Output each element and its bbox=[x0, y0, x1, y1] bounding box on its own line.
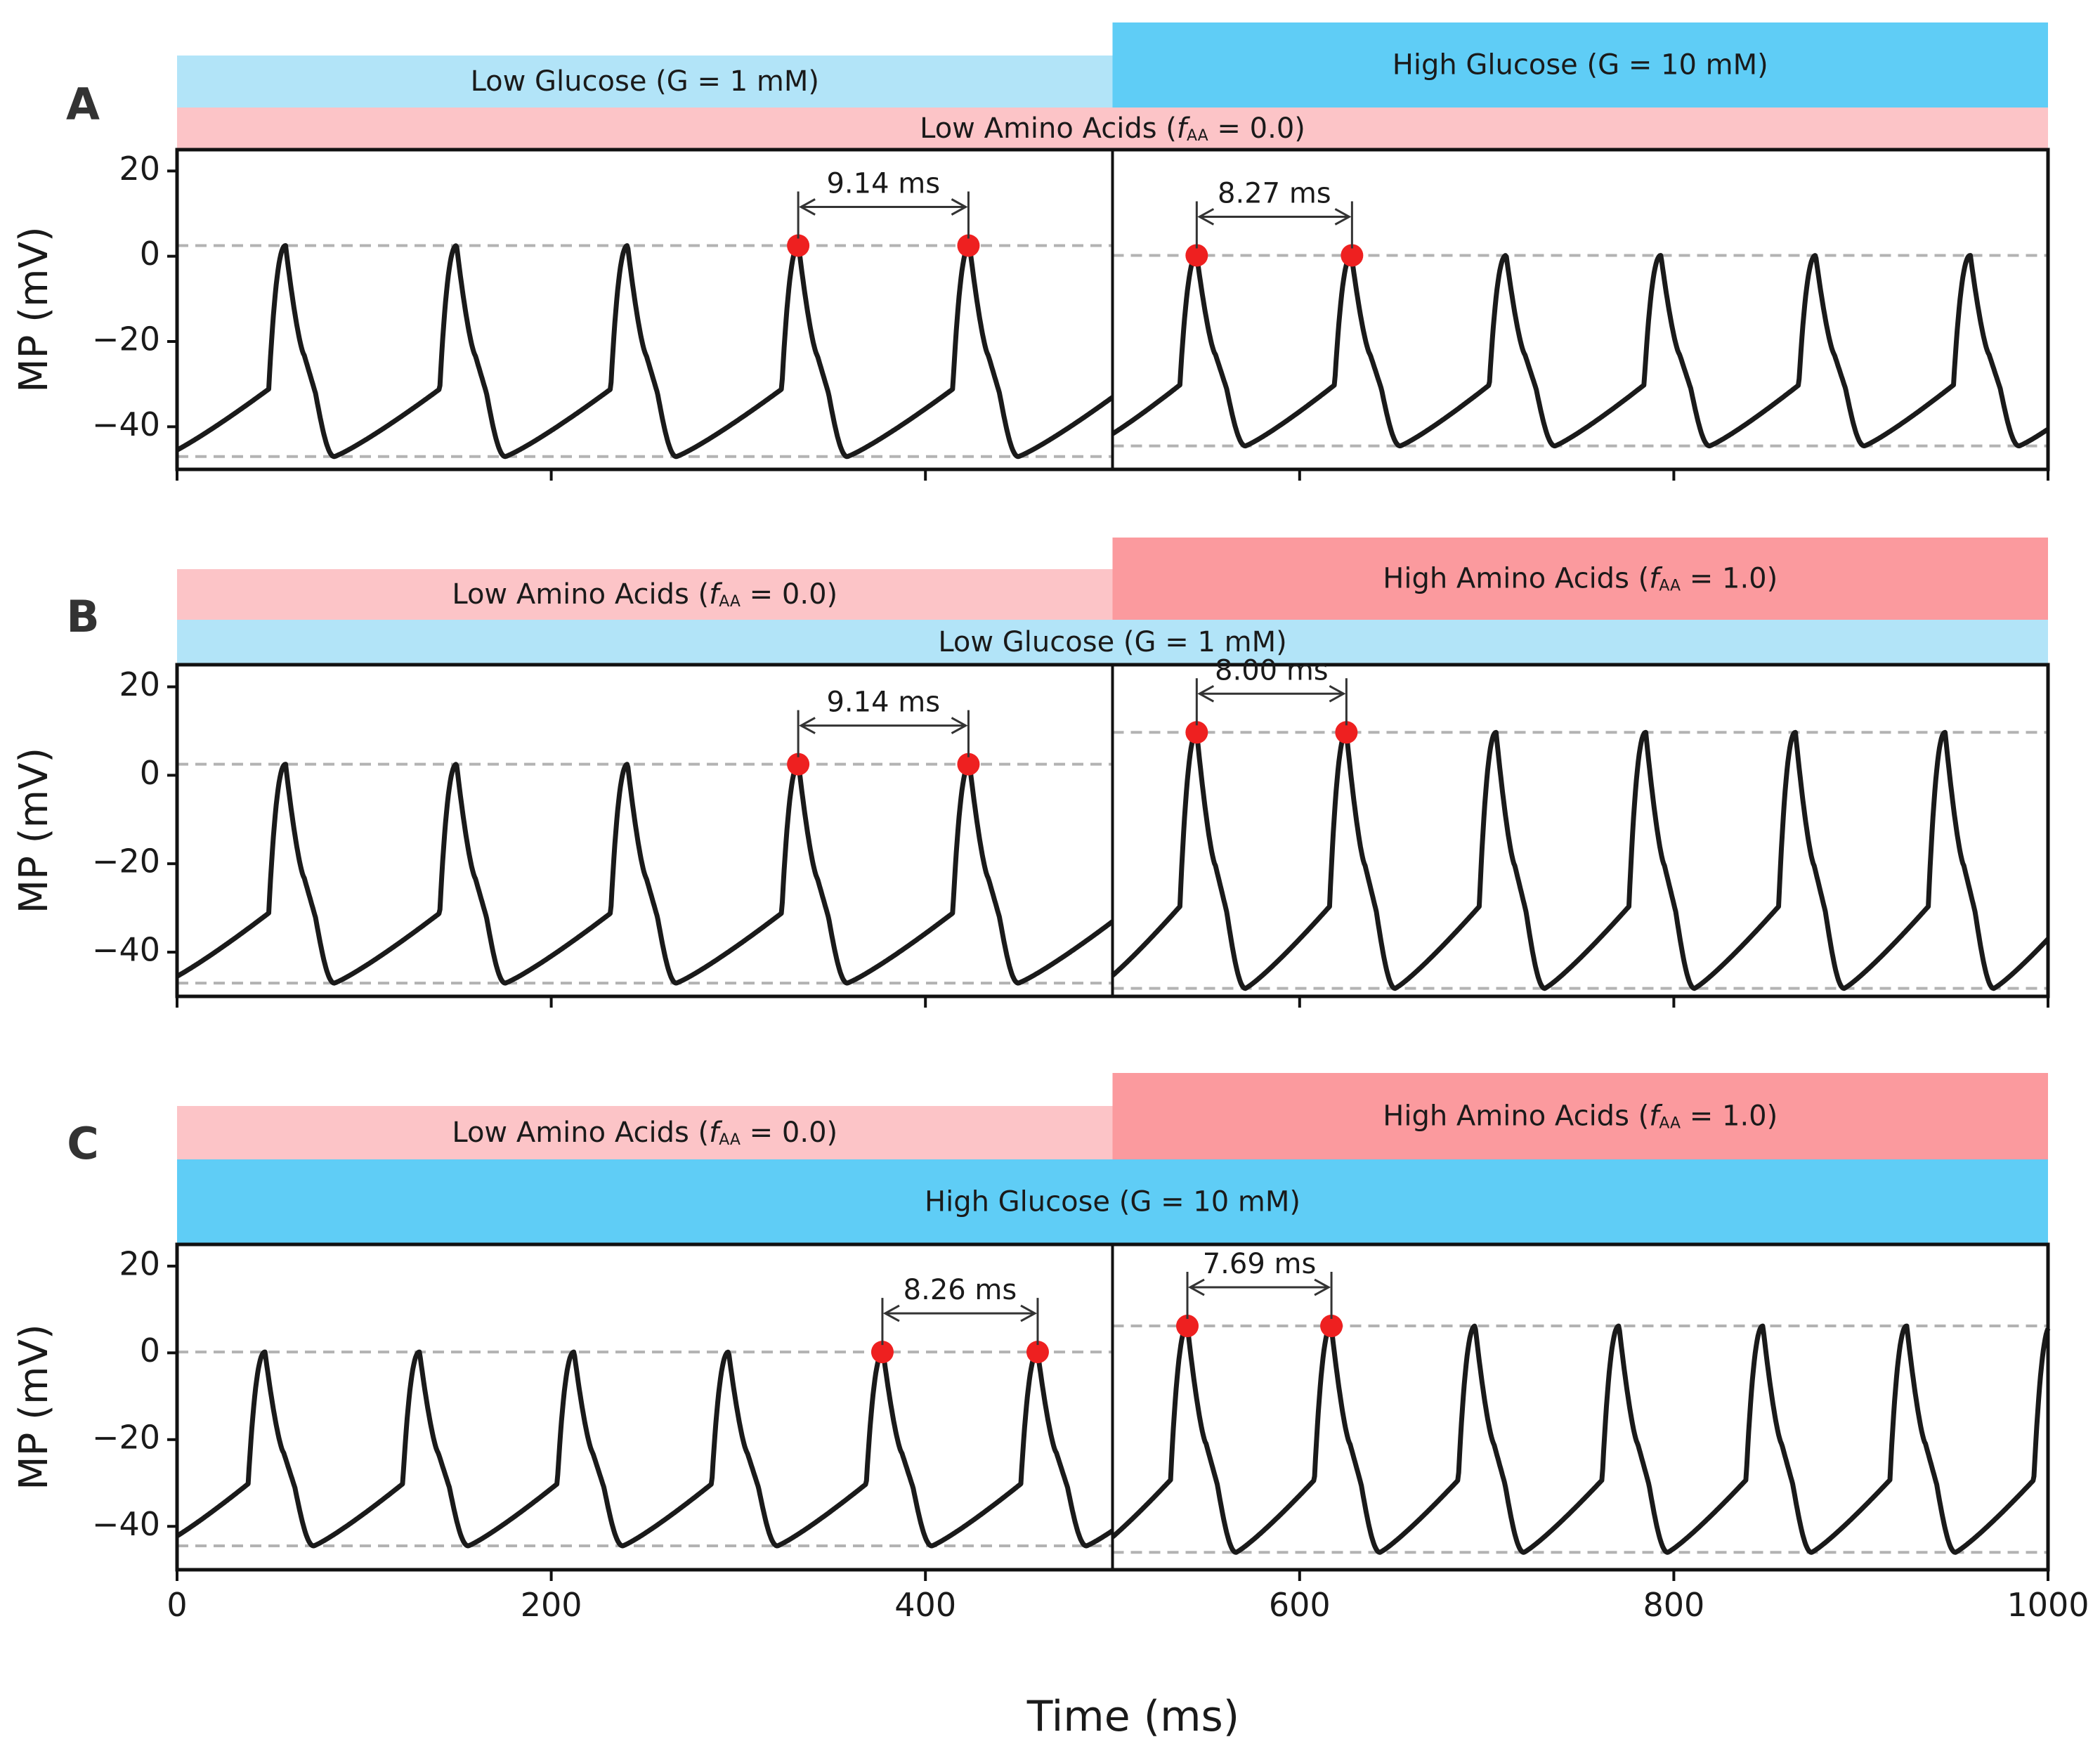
peak-marker bbox=[870, 1341, 894, 1364]
band-top-left bbox=[177, 569, 1113, 620]
x-tick-label: 1000 bbox=[2007, 1586, 2089, 1624]
trace-right bbox=[1111, 1323, 2051, 1555]
arrow-head bbox=[1187, 1278, 1205, 1296]
y-tick-label: 0 bbox=[140, 235, 160, 273]
band-top-left bbox=[177, 56, 1113, 108]
band-top-right bbox=[1112, 538, 2048, 620]
x-tick-label: 0 bbox=[167, 1586, 187, 1624]
x-tick-label: 800 bbox=[1643, 1586, 1704, 1624]
interval-label: 8.00 ms bbox=[1215, 654, 1329, 686]
y-tick-label: −20 bbox=[92, 842, 160, 880]
arrow-head bbox=[882, 1304, 900, 1322]
peak-marker bbox=[1176, 1315, 1199, 1338]
peak-marker bbox=[1185, 244, 1208, 267]
band-top-left-label: Low Glucose (G = 1 mM) bbox=[471, 65, 819, 98]
band-full bbox=[177, 1159, 2048, 1244]
y-tick-label: −20 bbox=[92, 1418, 160, 1456]
interval-label: 8.27 ms bbox=[1218, 177, 1331, 209]
arrow-head bbox=[1334, 208, 1352, 226]
x-tick-label: 200 bbox=[521, 1586, 582, 1624]
trace-left bbox=[175, 243, 1114, 460]
band-full bbox=[177, 620, 2048, 665]
peak-marker bbox=[787, 234, 810, 257]
trace-right bbox=[1111, 729, 2050, 991]
y-tick-label: −20 bbox=[92, 320, 160, 358]
arrow-head bbox=[1197, 208, 1215, 226]
y-axis-label: MP (mV) bbox=[11, 226, 57, 392]
peak-marker bbox=[1320, 1315, 1343, 1338]
arrow-head bbox=[1197, 684, 1215, 703]
panel-a: Low Glucose (G = 1 mM) High Glucose (G = … bbox=[11, 22, 2050, 481]
x-tick-label: 600 bbox=[1269, 1586, 1331, 1624]
arrow-head bbox=[1020, 1304, 1038, 1322]
peak-marker bbox=[1026, 1341, 1049, 1364]
band-top-right-label: High Glucose (G = 10 mM) bbox=[1393, 49, 1768, 82]
y-tick-label: 20 bbox=[119, 665, 160, 703]
interval-label: 7.69 ms bbox=[1203, 1248, 1317, 1280]
arrow-head bbox=[799, 717, 816, 734]
peak-marker bbox=[787, 753, 810, 776]
y-tick-label: 20 bbox=[119, 1244, 160, 1282]
peak-marker bbox=[957, 753, 980, 776]
trace-left bbox=[175, 762, 1114, 986]
peak-marker bbox=[1341, 244, 1364, 267]
band-top-right-label: High Amino Acids (fAA = 1.0) bbox=[1383, 563, 1778, 595]
y-axis-label: MP (mV) bbox=[11, 748, 57, 913]
x-tick-label: 400 bbox=[894, 1586, 956, 1624]
x-axis-label: Time (ms) bbox=[1026, 1692, 1239, 1741]
peak-marker bbox=[1185, 721, 1208, 744]
peak-marker bbox=[1335, 721, 1358, 744]
panel-letter: C bbox=[67, 1118, 99, 1169]
band-top-left-label: Low Amino Acids (fAA = 0.0) bbox=[452, 1117, 837, 1149]
arrow-head bbox=[1329, 684, 1346, 703]
band-top-right bbox=[1112, 1073, 2048, 1159]
interval-label: 9.14 ms bbox=[826, 686, 940, 719]
panel-letter: A bbox=[66, 79, 100, 130]
y-tick-label: −40 bbox=[92, 405, 160, 443]
panel-letter: B bbox=[66, 591, 99, 642]
panel-b: Low Amino Acids (fAA = 0.0) High Amino Ac… bbox=[11, 538, 2050, 1008]
arrow-head bbox=[799, 198, 816, 216]
arrow-head bbox=[951, 717, 968, 734]
y-tick-label: 20 bbox=[119, 150, 160, 188]
panel-c: Low Amino Acids (fAA = 0.0) High Amino Ac… bbox=[11, 1073, 2089, 1624]
trace-right bbox=[1111, 253, 2050, 449]
y-axis-label: MP (mV) bbox=[11, 1324, 57, 1490]
y-tick-label: −40 bbox=[92, 1505, 160, 1543]
y-tick-label: 0 bbox=[140, 754, 160, 792]
band-full-label: High Glucose (G = 10 mM) bbox=[925, 1186, 1300, 1218]
band-top-right-label: High Amino Acids (fAA = 1.0) bbox=[1383, 1100, 1778, 1133]
band-full-label: Low Amino Acids (fAA = 0.0) bbox=[920, 112, 1305, 145]
y-tick-label: 0 bbox=[140, 1332, 160, 1369]
peak-marker bbox=[957, 234, 980, 257]
band-full bbox=[177, 108, 2048, 150]
trace-left bbox=[175, 1349, 1114, 1549]
y-tick-label: −40 bbox=[92, 931, 160, 969]
interval-label: 9.14 ms bbox=[826, 168, 940, 200]
band-top-left-label: Low Amino Acids (fAA = 0.0) bbox=[452, 578, 837, 611]
band-full-label: Low Glucose (G = 1 mM) bbox=[938, 626, 1286, 658]
arrow-head bbox=[1314, 1278, 1331, 1296]
band-top-left bbox=[177, 1106, 1113, 1159]
panels: Low Glucose (G = 1 mM) High Glucose (G = … bbox=[11, 22, 2089, 1624]
band-top-right bbox=[1112, 22, 2048, 108]
arrow-head bbox=[951, 198, 968, 216]
interval-label: 8.26 ms bbox=[904, 1274, 1017, 1306]
